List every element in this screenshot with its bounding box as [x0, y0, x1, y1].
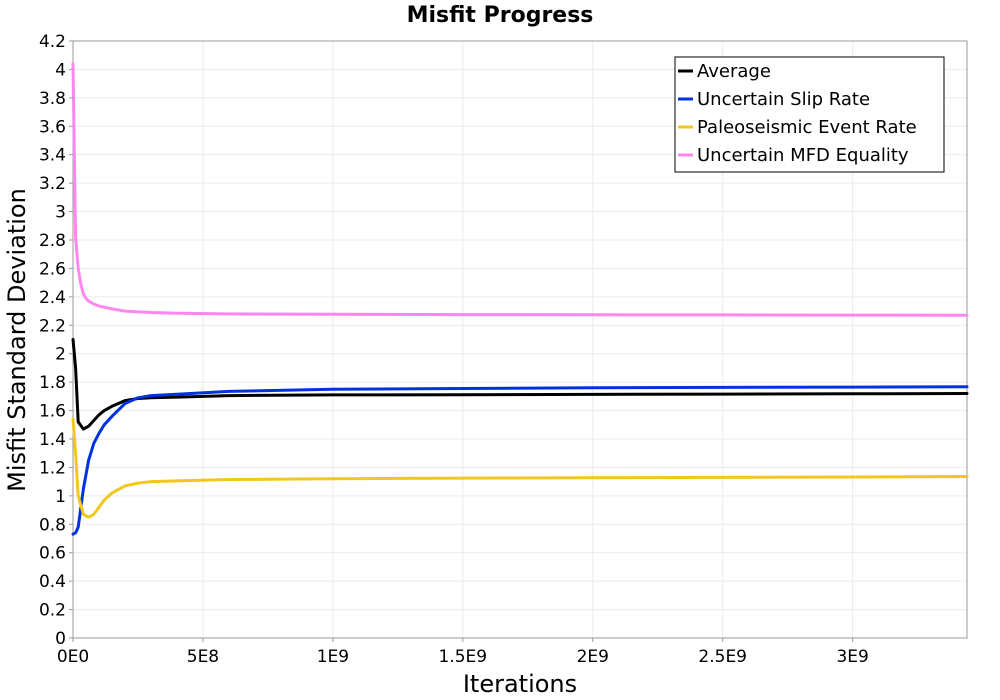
legend: Average Uncertain Slip Rate Paleoseismic E…: [674, 56, 945, 173]
y-tick-label: 0.6: [39, 544, 66, 564]
y-tick-label: 2.4: [39, 288, 66, 308]
y-tick-label: 3.6: [39, 117, 66, 137]
y-tick-label: 1.6: [39, 402, 66, 422]
y-tick-label: 2: [55, 345, 66, 365]
y-axis-ticks: 0 0.2 0.4 0.6 0.8 1 1.2 1.4 1.6 1.8 2 2.2 2.4 2.6 2.8 3…: [39, 32, 73, 649]
x-tick-label: 2.5E9: [698, 647, 747, 667]
series-line-paleoseismic-event-rate: [71, 417, 969, 519]
y-tick-label: 2.6: [39, 259, 66, 279]
x-tick-label: 0E0: [57, 647, 89, 667]
chart-title: Misfit Progress: [407, 3, 594, 28]
x-tick-label: 2E9: [577, 647, 609, 667]
y-tick-label: 4.2: [39, 32, 66, 52]
y-tick-label: 3: [55, 203, 66, 223]
y-tick-label: 4: [55, 60, 66, 80]
y-tick-label: 0: [55, 629, 66, 649]
series-line-uncertain-mfd-equality: [71, 62, 969, 317]
series-line-average: [71, 338, 969, 431]
x-tick-label: 3E9: [836, 647, 868, 667]
legend-label-uncertain-mfd-equality: Uncertain MFD Equality: [697, 145, 909, 166]
y-tick-label: 1.8: [39, 373, 66, 393]
x-axis-ticks: 0E0 5E8 1E9 1.5E9 2E9 2.5E9 3E9: [57, 638, 869, 667]
y-tick-label: 3.2: [39, 174, 66, 194]
y-tick-label: 1.4: [39, 430, 66, 450]
y-tick-label: 0.4: [39, 572, 66, 592]
legend-box: [674, 56, 945, 173]
y-tick-label: 0.2: [39, 601, 66, 621]
y-tick-label: 3.8: [39, 89, 66, 109]
series-lines: [71, 62, 969, 536]
y-tick-label: 1.2: [39, 458, 66, 478]
y-tick-label: 2.8: [39, 231, 66, 251]
x-axis-title: Iterations: [463, 670, 577, 698]
x-tick-label: 1.5E9: [439, 647, 488, 667]
x-tick-label: 1E9: [317, 647, 349, 667]
x-tick-label: 5E8: [187, 647, 219, 667]
y-tick-label: 3.4: [39, 146, 66, 166]
y-tick-label: 2.2: [39, 316, 66, 336]
series-line-uncertain-slip-rate: [71, 385, 969, 536]
y-tick-label: 1: [55, 487, 66, 507]
y-axis-title: Misfit Standard Deviation: [3, 188, 31, 492]
legend-label-average: Average: [697, 61, 771, 82]
grid: [73, 40, 967, 638]
y-tick-label: 0.8: [39, 515, 66, 535]
legend-label-uncertain-slip-rate: Uncertain Slip Rate: [697, 89, 870, 110]
legend-label-paleoseismic-event-rate: Paleoseismic Event Rate: [697, 117, 917, 138]
